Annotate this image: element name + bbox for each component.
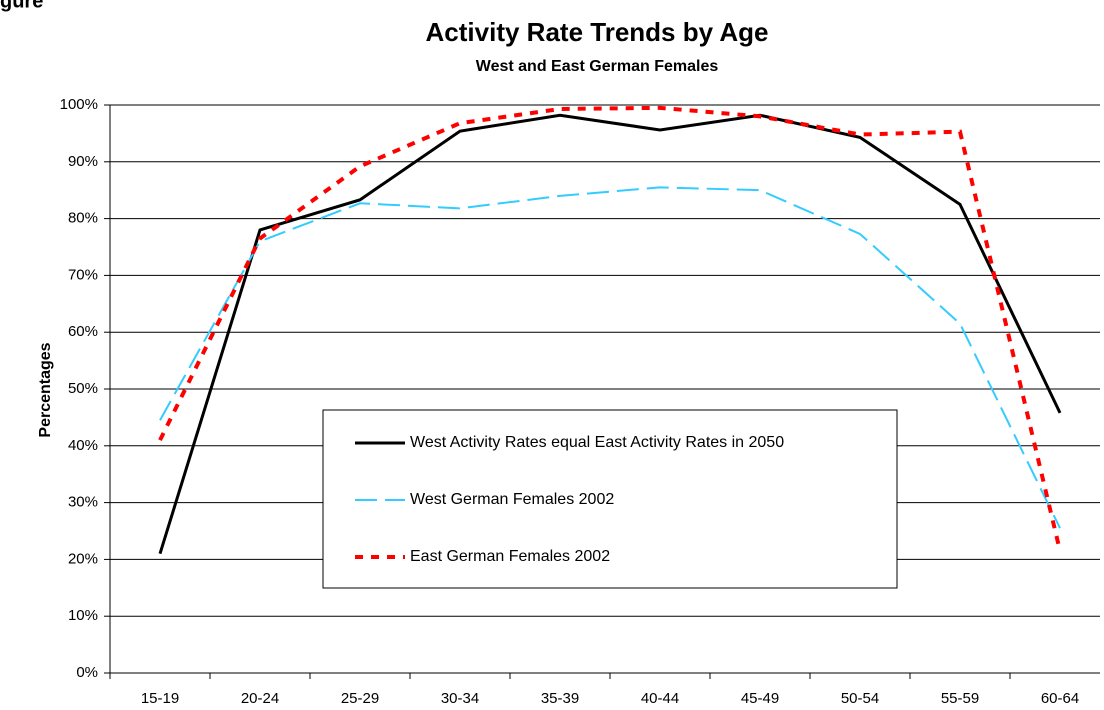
x-tick-label: 35-39 — [541, 690, 579, 707]
x-tick-label: 20-24 — [241, 690, 279, 707]
chart-subtitle: West and East German Females — [476, 58, 719, 75]
y-tick-label: 40% — [68, 437, 98, 454]
y-tick-label: 60% — [68, 323, 98, 340]
y-tick-label: 50% — [68, 380, 98, 397]
series-line — [159, 186, 1061, 529]
y-tick-label: 90% — [68, 153, 98, 170]
series-line — [158, 113, 1062, 555]
y-tick-label: 10% — [68, 607, 98, 624]
x-tick-label: 15-19 — [141, 690, 179, 707]
y-tick-label: 30% — [68, 494, 98, 511]
x-tick-label: 60-64 — [1041, 690, 1079, 707]
y-tick-label: 70% — [68, 266, 98, 283]
legend-label: East German Females 2002 — [410, 548, 610, 565]
series-line — [158, 105, 1062, 552]
figure-label-fragment: gure — [0, 0, 43, 12]
y-tick-label: 80% — [68, 210, 98, 227]
y-axis-label: Percentages — [37, 342, 54, 437]
x-tick-label: 50-54 — [841, 690, 879, 707]
y-tick-label: 100% — [60, 96, 98, 113]
x-tick-label: 55-59 — [941, 690, 979, 707]
x-tick-label: 30-34 — [441, 690, 479, 707]
x-tick-label: 25-29 — [341, 690, 379, 707]
legend-label: West German Females 2002 — [410, 491, 614, 508]
y-tick-label: 20% — [68, 550, 98, 567]
legend-label: West Activity Rates equal East Activity … — [410, 434, 784, 451]
x-tick-label: 45-49 — [741, 690, 779, 707]
x-tick-label: 40-44 — [641, 690, 679, 707]
legend-box — [322, 409, 898, 589]
chart-title: Activity Rate Trends by Age — [426, 17, 769, 47]
y-tick-label: 0% — [76, 664, 98, 681]
